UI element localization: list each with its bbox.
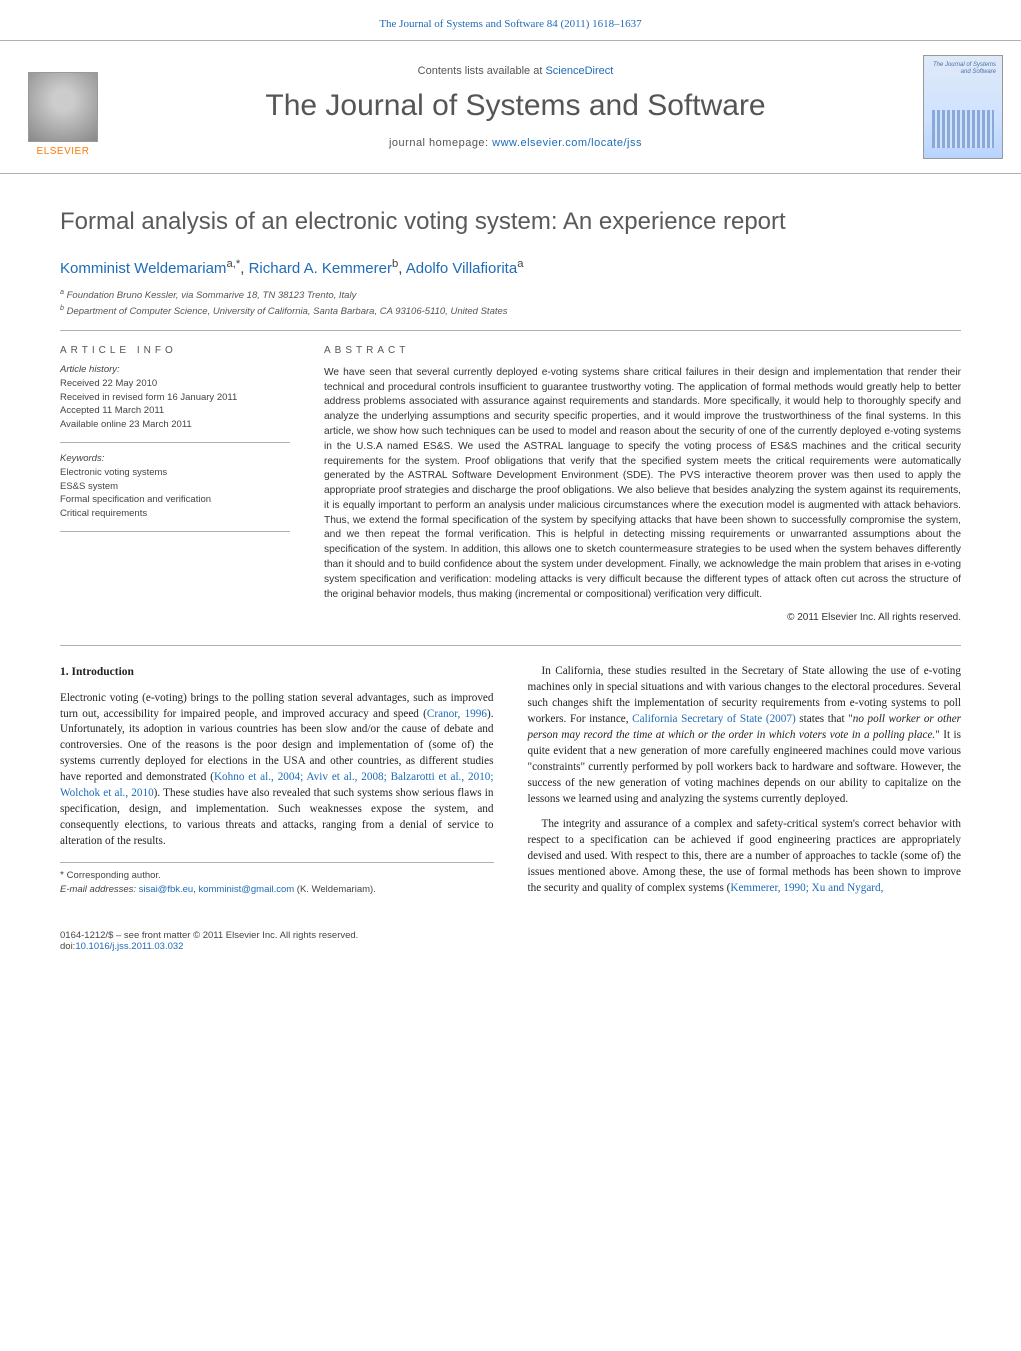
publisher-name: ELSEVIER (37, 146, 90, 157)
history-subhead: Article history: (60, 364, 290, 375)
keyword: ES&S system (60, 480, 290, 494)
history-line: Received in revised form 16 January 2011 (60, 391, 290, 405)
author-3[interactable]: Adolfo Villafiorita (406, 260, 517, 277)
cover-title: The Journal of Systems and Software (924, 62, 996, 75)
body-paragraph: Electronic voting (e-voting) brings to t… (60, 691, 494, 850)
author-2[interactable]: Richard A. Kemmerer (249, 260, 392, 277)
corr-label: * Corresponding author. (60, 869, 494, 883)
body-columns: 1. Introduction Electronic voting (e-vot… (60, 664, 961, 901)
sciencedirect-link[interactable]: ScienceDirect (545, 65, 613, 77)
section-title: Introduction (72, 666, 134, 678)
contents-line: Contents lists available at ScienceDirec… (124, 65, 907, 77)
history-line: Accepted 11 March 2011 (60, 404, 290, 418)
citation-link[interactable]: Cranor, 1996 (427, 708, 487, 720)
journal-name: The Journal of Systems and Software (124, 89, 907, 123)
banner-center: Contents lists available at ScienceDirec… (124, 65, 907, 149)
section-heading: 1. Introduction (60, 664, 494, 680)
article-history: Article history: Received 22 May 2010 Re… (60, 364, 290, 443)
affiliations: a Foundation Bruno Kessler, via Sommariv… (60, 287, 961, 320)
section-number: 1. (60, 666, 69, 678)
homepage-prefix: journal homepage: (389, 137, 492, 149)
email-link[interactable]: komminist@gmail.com (198, 884, 294, 895)
author-3-affil: a (517, 258, 523, 270)
corresponding-author-block: * Corresponding author. E-mail addresses… (60, 862, 494, 897)
divider (60, 645, 961, 646)
author-1-corr: * (236, 258, 240, 270)
article-front-matter: Formal analysis of an electronic voting … (0, 174, 1021, 922)
homepage-link[interactable]: www.elsevier.com/locate/jss (492, 137, 642, 149)
history-line: Received 22 May 2010 (60, 377, 290, 391)
author-1[interactable]: Komminist Weldemariam (60, 260, 226, 277)
keyword: Critical requirements (60, 507, 290, 521)
affiliation-a: a Foundation Bruno Kessler, via Sommariv… (60, 287, 961, 303)
abstract-text: We have seen that several currently depl… (324, 366, 961, 603)
corr-emails: E-mail addresses: sisai@fbk.eu, komminis… (60, 883, 494, 896)
article-info-heading: article info (60, 345, 290, 356)
abstract-heading: abstract (324, 345, 961, 356)
article-info-block: article info Article history: Received 2… (60, 345, 290, 624)
keyword: Electronic voting systems (60, 466, 290, 480)
author-list: Komminist Weldemariama,*, Richard A. Kem… (60, 258, 961, 277)
history-line: Available online 23 March 2011 (60, 418, 290, 432)
email-link[interactable]: sisai@fbk.eu (139, 884, 194, 895)
article-title: Formal analysis of an electronic voting … (60, 208, 961, 236)
publisher-logo: ELSEVIER (18, 57, 108, 157)
footer-doi: doi:10.1016/j.jss.2011.03.032 (60, 941, 961, 952)
body-paragraph: In California, these studies resulted in… (528, 664, 962, 807)
citation-link[interactable]: The Journal of Systems and Software 84 (… (379, 18, 641, 30)
keywords-subhead: Keywords: (60, 453, 290, 464)
affiliation-b: b Department of Computer Science, Univer… (60, 303, 961, 319)
citation-link[interactable]: California Secretary of State (2007) (632, 713, 796, 725)
doi-link[interactable]: 10.1016/j.jss.2011.03.032 (75, 941, 183, 952)
running-header: The Journal of Systems and Software 84 (… (0, 0, 1021, 40)
elsevier-tree-icon (28, 72, 98, 142)
abstract-copyright: © 2011 Elsevier Inc. All rights reserved… (324, 612, 961, 623)
homepage-line: journal homepage: www.elsevier.com/locat… (124, 137, 907, 149)
body-paragraph: The integrity and assurance of a complex… (528, 817, 962, 897)
journal-banner: ELSEVIER Contents lists available at Sci… (0, 40, 1021, 174)
citation-link[interactable]: Kemmerer, 1990; Xu and Nygard, (730, 882, 883, 894)
author-1-affil: a, (226, 258, 235, 270)
abstract-block: abstract We have seen that several curre… (324, 345, 961, 624)
page-footer: 0164-1212/$ – see front matter © 2011 El… (0, 922, 1021, 976)
footer-copyright: 0164-1212/$ – see front matter © 2011 El… (60, 930, 961, 941)
contents-prefix: Contents lists available at (418, 65, 546, 77)
cover-graphic-icon (932, 110, 994, 148)
keywords-block: Keywords: Electronic voting systems ES&S… (60, 453, 290, 532)
info-abstract-row: article info Article history: Received 2… (60, 331, 961, 624)
keyword: Formal specification and verification (60, 493, 290, 507)
journal-cover-thumbnail: The Journal of Systems and Software (923, 55, 1003, 159)
author-2-affil: b (392, 258, 398, 270)
